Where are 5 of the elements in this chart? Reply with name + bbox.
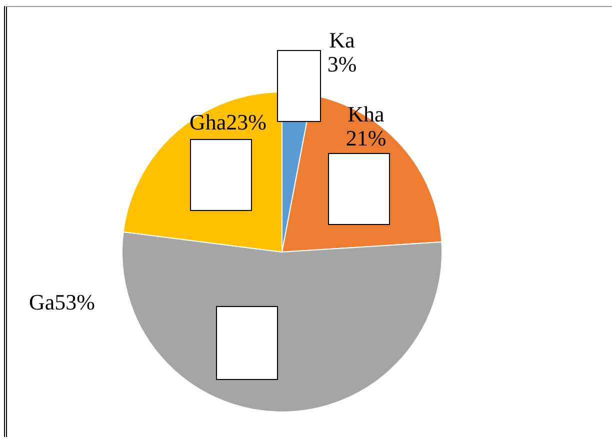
data-label: 21% xyxy=(346,126,386,150)
slice-label: Gha23% xyxy=(190,110,266,134)
slice-label: Ka xyxy=(329,28,356,52)
data-label: 3% xyxy=(327,52,357,76)
slice-label: Ga53% xyxy=(29,290,95,314)
